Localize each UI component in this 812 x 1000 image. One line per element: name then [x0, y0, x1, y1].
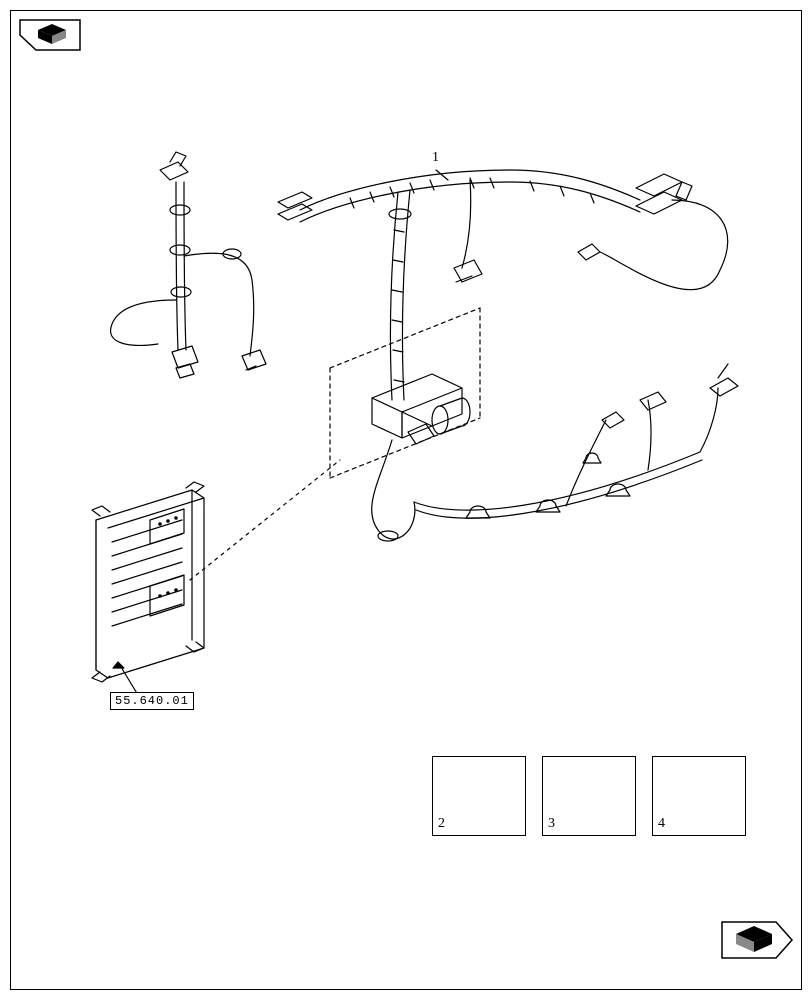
callout-4: 4: [658, 816, 665, 832]
harness-diagram: [0, 0, 812, 1000]
parts-box-3: [542, 756, 636, 836]
callout-3: 3: [548, 816, 555, 832]
reference-label: 55.640.01: [110, 692, 194, 710]
parts-box-4: [652, 756, 746, 836]
callout-1: 1: [432, 150, 439, 166]
callout-2: 2: [438, 816, 445, 832]
parts-box-2: [432, 756, 526, 836]
